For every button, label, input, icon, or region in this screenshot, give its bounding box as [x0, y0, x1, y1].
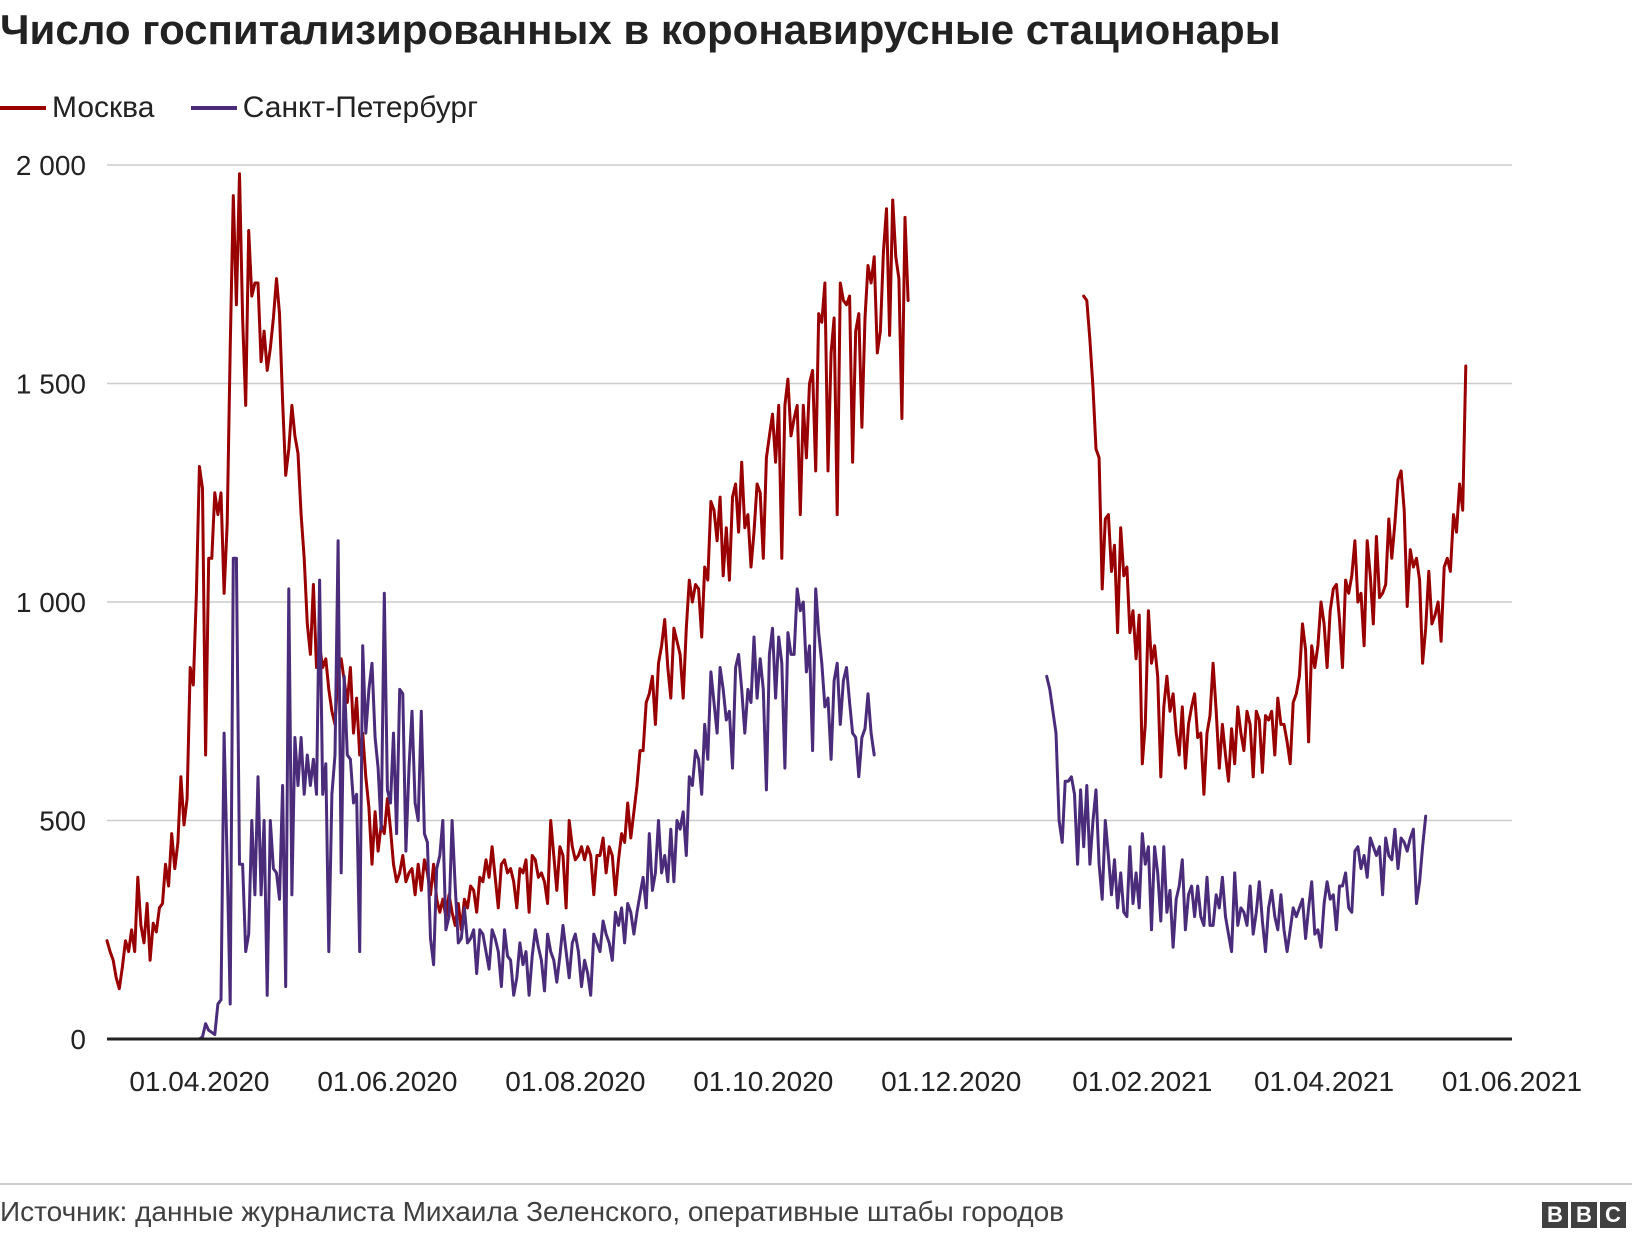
y-tick-label: 2 000 — [16, 150, 86, 181]
series-line-moscow — [1082, 294, 1468, 796]
x-tick-label: 01.10.2020 — [693, 1066, 833, 1097]
y-tick-label: 1 000 — [16, 587, 86, 618]
source-note: Источник: данные журналиста Михаила Зеле… — [0, 1196, 1065, 1227]
series-line-spb — [197, 539, 876, 1041]
x-tick-label: 01.06.2021 — [1442, 1066, 1582, 1097]
series-line-spb — [1045, 674, 1428, 954]
x-tick-label: 01.06.2020 — [317, 1066, 457, 1097]
x-tick-label: 01.04.2020 — [129, 1066, 269, 1097]
bbc-logo-letter: B — [1571, 1202, 1597, 1228]
y-tick-label: 0 — [70, 1024, 86, 1055]
legend-label-spb: Санкт-Петербург — [242, 91, 479, 124]
bbc-logo-letter: B — [1542, 1202, 1568, 1228]
bbc-logo-letter: C — [1600, 1202, 1626, 1228]
chart-legend: Москва Санкт-Петербург — [0, 84, 506, 125]
legend-item-moscow: Москва — [0, 91, 154, 125]
x-tick-label: 01.04.2021 — [1254, 1066, 1394, 1097]
chart-title: Число госпитализированных в коронавирусн… — [0, 6, 1281, 53]
bbc-logo: B B C — [1542, 1202, 1626, 1228]
x-tick-label: 01.08.2020 — [505, 1066, 645, 1097]
legend-label-moscow: Москва — [52, 91, 155, 124]
legend-swatch-moscow — [0, 106, 46, 110]
y-tick-label: 1 500 — [16, 369, 86, 400]
legend-swatch-spb — [190, 106, 237, 110]
line-chart: 0 500 1 000 1 500 2 000 01.04.2020 01.06.2020 0… — [16, 150, 1582, 1097]
series-line-moscow — [105, 172, 910, 991]
x-tick-label: 01.12.2020 — [881, 1066, 1021, 1097]
footer-divider — [0, 1183, 1632, 1185]
legend-item-spb: Санкт-Петербург — [190, 91, 479, 125]
y-tick-label: 500 — [39, 806, 86, 837]
x-tick-label: 01.02.2021 — [1072, 1066, 1212, 1097]
